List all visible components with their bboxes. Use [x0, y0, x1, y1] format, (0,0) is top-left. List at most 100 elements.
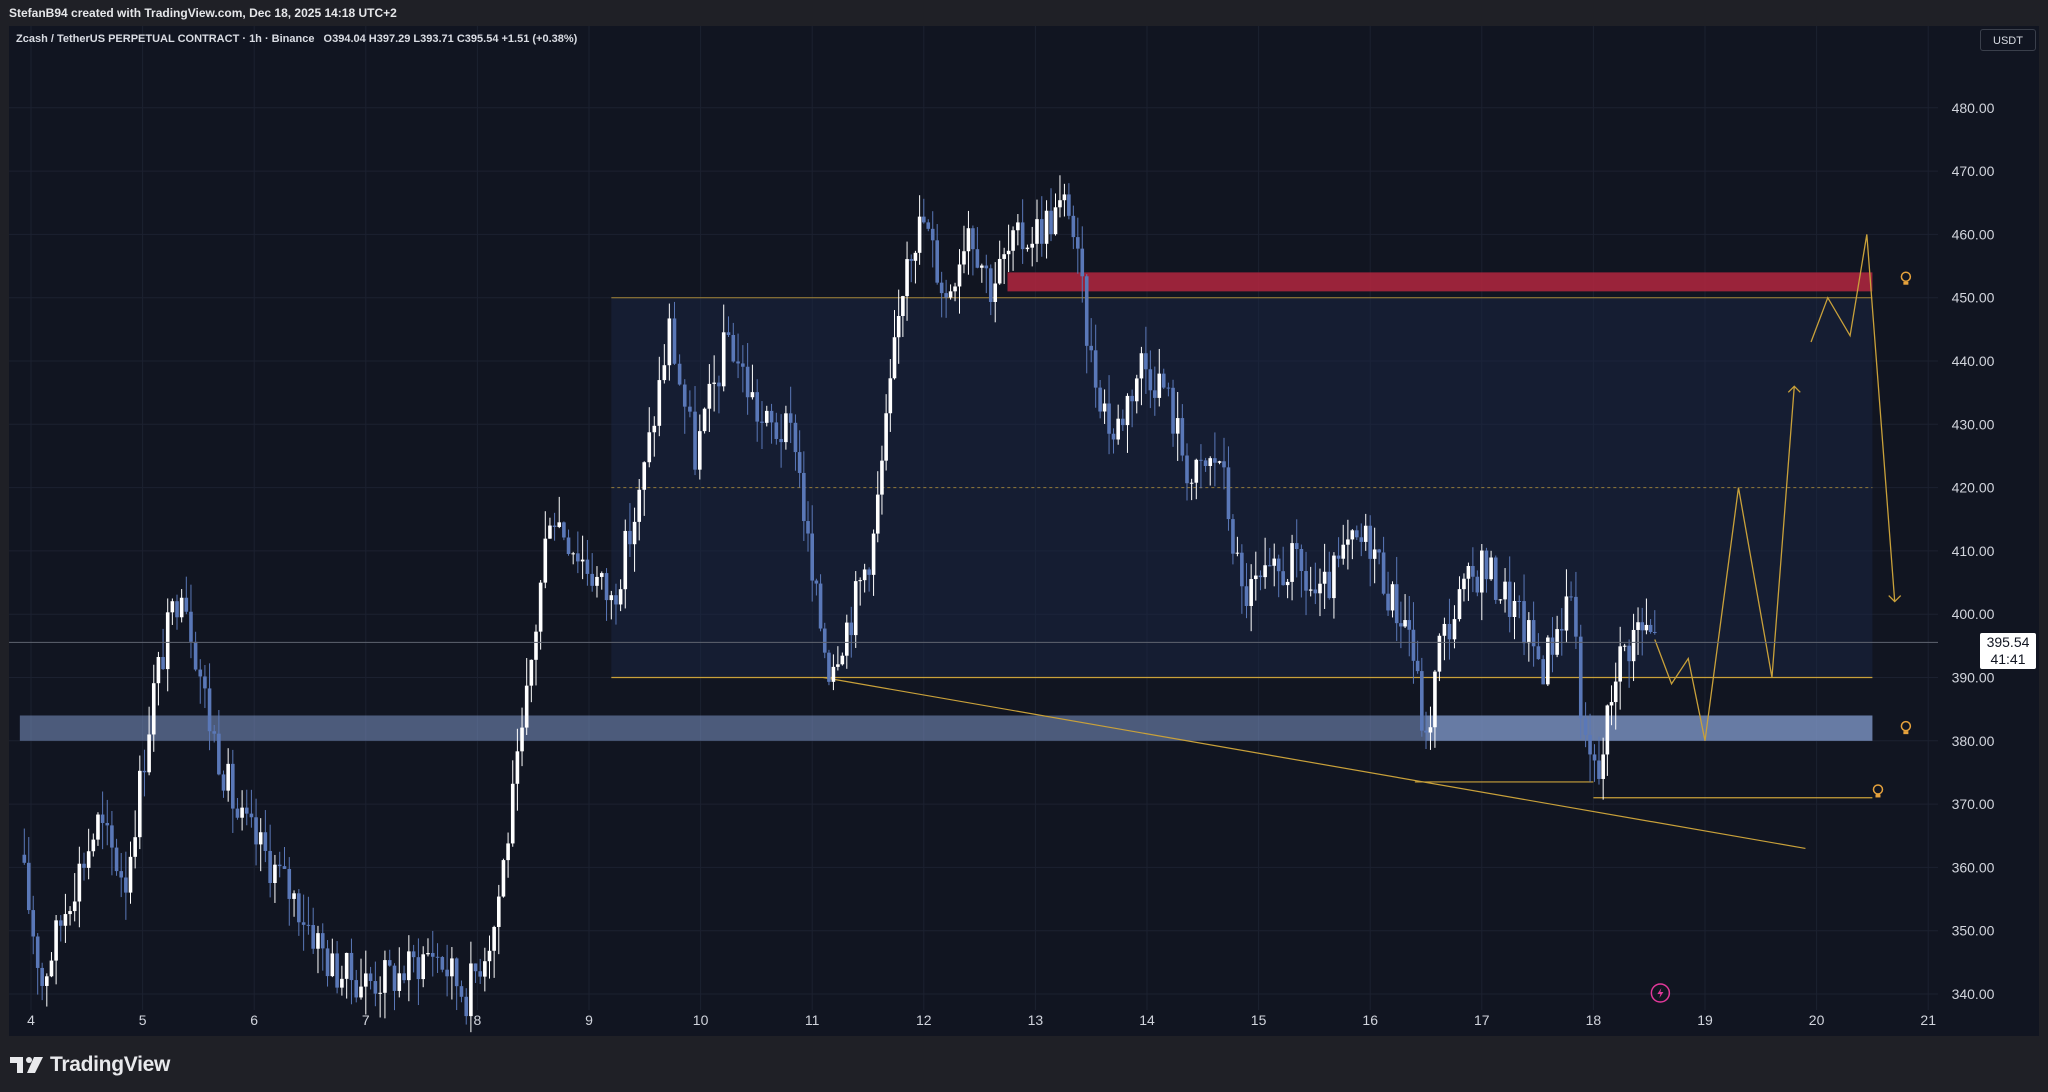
candle-body — [1134, 378, 1139, 402]
lightning-icon[interactable] — [1650, 983, 1671, 1003]
candle-body — [867, 569, 871, 575]
candle-body — [909, 259, 914, 261]
candle-body — [473, 963, 478, 972]
alert-bulb-icon[interactable] — [1900, 720, 1912, 735]
candle-body — [378, 992, 382, 994]
candle-body — [595, 576, 599, 586]
candle-body — [402, 973, 406, 981]
candle-body — [755, 392, 759, 422]
candle-body — [1480, 550, 1484, 593]
candle-body — [249, 813, 254, 818]
candle-body — [1447, 623, 1452, 640]
candle-body — [292, 893, 296, 899]
candle-body — [1217, 461, 1222, 463]
x-tick-label: 8 — [474, 1012, 482, 1028]
candle-body — [520, 727, 524, 752]
candle-body — [77, 863, 82, 902]
candle-body — [769, 410, 774, 423]
candle-body — [975, 249, 980, 268]
candle-body — [1597, 760, 1601, 779]
tradingview-mark-icon — [10, 1057, 43, 1073]
candle-body — [1285, 581, 1290, 586]
candle-body — [22, 854, 27, 863]
candle-body — [1244, 586, 1249, 606]
alert-bulb-icon[interactable] — [1872, 784, 1884, 798]
candle-body — [905, 259, 909, 297]
candle-body — [750, 392, 755, 398]
candle-body — [884, 413, 888, 461]
tradingview-logo[interactable]: TradingView — [10, 1052, 170, 1078]
candle-body — [609, 595, 614, 601]
candle-body — [268, 850, 272, 884]
candle-body — [1407, 620, 1412, 630]
candle-body — [836, 664, 840, 667]
candle-body — [1578, 636, 1583, 719]
candle-body — [105, 822, 110, 826]
candle-body — [45, 976, 49, 986]
candle-body — [273, 864, 277, 884]
candle-body — [263, 832, 268, 851]
y-tick-label: 390.00 — [1952, 670, 1995, 686]
x-tick-label: 9 — [585, 1012, 593, 1028]
candle-body — [774, 422, 779, 439]
candle-body — [344, 952, 349, 979]
candle-body — [1194, 459, 1199, 483]
x-tick-label: 18 — [1586, 1012, 1602, 1028]
candle-body — [68, 911, 72, 915]
candle-body — [1336, 555, 1341, 559]
candle-body — [1304, 571, 1308, 591]
candle-body — [827, 652, 831, 682]
candle-body — [147, 734, 151, 773]
candle-body — [1053, 207, 1058, 235]
candle-body — [258, 832, 263, 845]
candle-body — [1355, 530, 1359, 538]
candle-body — [726, 332, 731, 335]
x-tick-label: 13 — [1028, 1012, 1044, 1028]
candle-body — [368, 973, 373, 982]
candle-body — [1161, 373, 1166, 388]
candle-body — [1111, 433, 1116, 440]
currency-badge[interactable]: USDT — [1980, 29, 2036, 51]
x-tick-label: 12 — [916, 1012, 932, 1028]
candle-body — [277, 864, 282, 867]
candle-body — [1153, 390, 1157, 398]
candle-body — [1420, 671, 1424, 731]
candle-body — [119, 871, 124, 878]
candle-body — [340, 978, 344, 988]
candle-body — [1199, 459, 1203, 461]
candle-body — [1517, 600, 1522, 602]
candle-body — [672, 318, 677, 364]
tradingview-wordmark: TradingView — [50, 1053, 171, 1076]
candle-body — [1466, 565, 1471, 579]
candle-body — [1254, 575, 1258, 580]
candle-body — [1471, 565, 1475, 577]
candle-body — [642, 462, 647, 490]
candle-body — [1035, 219, 1039, 244]
candle-body — [1569, 596, 1573, 598]
candle-body — [988, 268, 993, 302]
candle-body — [623, 530, 628, 590]
candle-body — [1583, 718, 1588, 735]
candle-body — [212, 731, 217, 734]
candle-body — [96, 814, 100, 840]
alert-bulb-icon[interactable] — [1900, 271, 1912, 285]
candle-body — [492, 926, 496, 951]
candle-body — [731, 334, 736, 362]
candle-body — [1062, 194, 1067, 201]
candle-body — [599, 573, 604, 577]
candle-body — [175, 601, 179, 618]
candle-body — [354, 980, 359, 998]
candle-body — [1148, 369, 1153, 391]
candle-body — [562, 522, 566, 538]
candle-body — [552, 525, 557, 527]
candle-body — [161, 657, 165, 670]
candle-body — [1372, 549, 1377, 559]
y-tick-label: 410.00 — [1952, 543, 1995, 559]
candle-body — [316, 933, 320, 949]
candle-body — [901, 296, 905, 317]
candle-body — [1341, 544, 1346, 559]
attribution-text: StefanB94 created with TradingView.com, … — [9, 6, 397, 20]
candle-body — [1503, 581, 1507, 600]
candle-body — [784, 413, 788, 443]
